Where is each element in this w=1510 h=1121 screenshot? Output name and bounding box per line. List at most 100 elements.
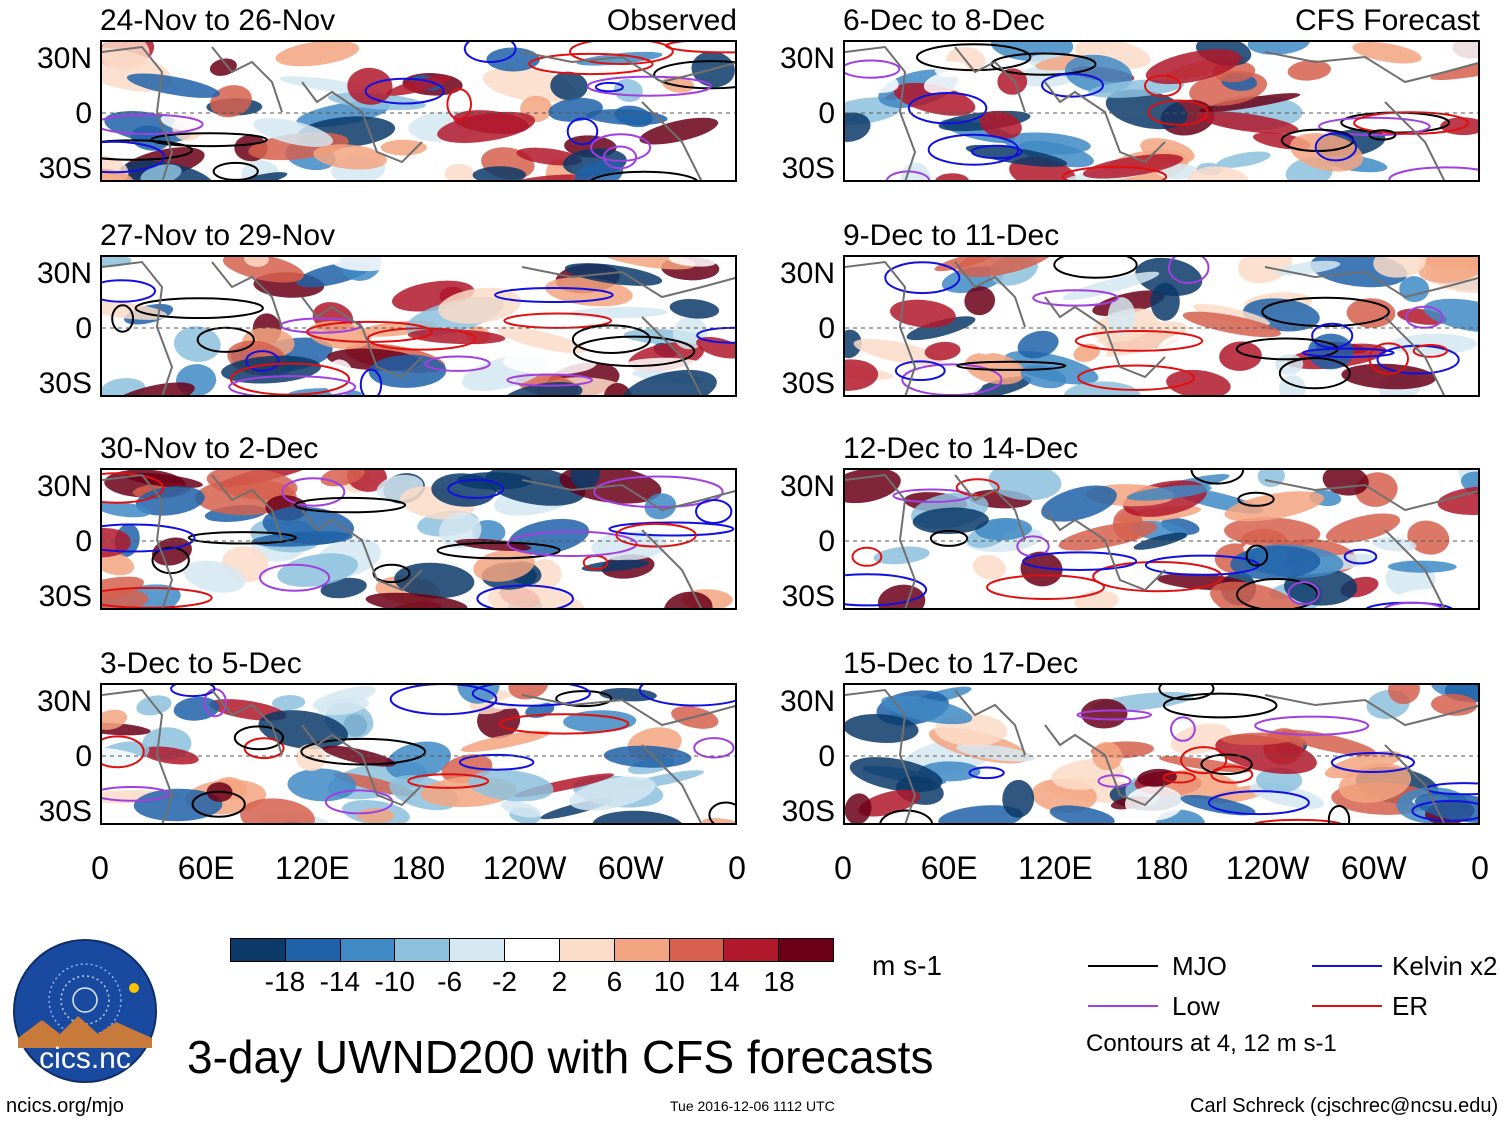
- anomaly-blob: [508, 518, 590, 555]
- contour-line: [294, 496, 407, 514]
- anomaly-blob: [845, 714, 919, 743]
- contour-line: [1343, 548, 1378, 565]
- anomaly-blob: [1049, 805, 1115, 823]
- anomaly-blob: [849, 757, 943, 793]
- x-tick-label: 180: [1134, 850, 1189, 886]
- anomaly-blob: [347, 470, 387, 492]
- anomaly-blob: [358, 685, 431, 696]
- contour-line: [1383, 601, 1444, 608]
- anomaly-blob: [1126, 485, 1212, 501]
- anomaly-blob: [1221, 732, 1295, 746]
- contour-line: [884, 261, 961, 295]
- anomaly-blob: [570, 470, 600, 491]
- x-tick-label: 60W: [1340, 850, 1407, 886]
- contour-line: [569, 42, 674, 65]
- anomaly-blob: [222, 257, 305, 283]
- contour-line: [102, 113, 204, 135]
- footer-author: Carl Schreck (cjschrec@ncsu.edu): [1190, 1095, 1499, 1117]
- anomaly-blob: [997, 68, 1028, 95]
- colorbar-unit: m s-1: [872, 950, 942, 981]
- contour-line: [102, 587, 213, 608]
- anomaly-blob: [1155, 334, 1207, 370]
- panel-title: 27-Nov to 29-Nov: [100, 219, 336, 252]
- x-tick-label: 180: [391, 850, 446, 886]
- panel-title: 15-Dec to 17-Dec: [843, 647, 1079, 680]
- anomaly-blob: [1002, 779, 1035, 818]
- contour-line: [446, 88, 473, 121]
- y-tick-label: 0: [75, 312, 92, 345]
- anomaly-blob: [1082, 154, 1184, 179]
- contour-line: [638, 685, 735, 707]
- contour-line: [1411, 800, 1478, 822]
- x-tick-label: 0: [91, 850, 109, 886]
- anomaly-blob: [482, 67, 577, 103]
- anomaly-blob: [1352, 42, 1422, 64]
- contour-line: [1200, 753, 1253, 776]
- anomaly-blob: [472, 166, 526, 180]
- colorbar-swatch: [395, 939, 451, 961]
- anomaly-blob: [271, 695, 306, 711]
- contour-line: [1062, 165, 1168, 180]
- anomaly-blob: [845, 329, 862, 359]
- contour-line: [971, 144, 1023, 160]
- anomaly-blob: [1414, 792, 1478, 823]
- contour-line: [1368, 129, 1397, 141]
- panel-title: 6-Dec to 8-Dec: [843, 4, 1045, 37]
- contour-line: [366, 327, 477, 351]
- contour-line: [212, 161, 259, 180]
- legend-line-low: [1088, 1005, 1158, 1007]
- anomaly-blob: [253, 118, 333, 147]
- anomaly-blob: [972, 554, 1006, 580]
- y-tick-label: 30N: [36, 257, 92, 290]
- panel-title: 12-Dec to 14-Dec: [843, 432, 1079, 465]
- x-tick-label: 120W: [1225, 850, 1310, 886]
- map-panel: [100, 468, 737, 610]
- y-tick-label: 30S: [38, 152, 92, 185]
- anomaly-blob: [442, 42, 469, 50]
- contour-line: [191, 790, 246, 818]
- contour-line: [1158, 685, 1215, 701]
- anomaly-blob: [1107, 297, 1136, 336]
- anomaly-blob: [569, 307, 668, 319]
- colorbar: [230, 938, 834, 962]
- contour-line: [1412, 344, 1448, 358]
- contour-line: [151, 546, 190, 575]
- contour-line: [1041, 73, 1104, 98]
- contour-line: [1074, 330, 1204, 352]
- anomaly-blob: [487, 584, 585, 608]
- y-tick-label: 30N: [36, 42, 92, 75]
- colorbar-tick-label: -6: [437, 966, 463, 997]
- anomaly-blob: [603, 383, 633, 395]
- anomaly-blob: [881, 695, 973, 725]
- contour-line: [134, 297, 264, 319]
- anomaly-blob: [1088, 79, 1185, 98]
- contour-line: [389, 685, 498, 716]
- anomaly-blob: [386, 75, 452, 96]
- anomaly-blob: [502, 349, 597, 375]
- anomaly-blob: [956, 743, 1035, 762]
- anomaly-blob: [550, 71, 588, 101]
- y-tick-label: 0: [818, 312, 835, 345]
- anomaly-blob: [394, 562, 475, 599]
- panel-title: 24-Nov to 26-Nov: [100, 4, 336, 37]
- contour-line: [968, 766, 1005, 780]
- coastline: [845, 45, 1478, 180]
- anomaly-blob: [102, 722, 151, 736]
- contour-line: [1261, 296, 1390, 328]
- contour-line: [1253, 818, 1342, 823]
- anomaly-blob: [457, 685, 500, 704]
- colorbar-swatch: [779, 939, 833, 961]
- y-tick-label: 30N: [36, 470, 92, 503]
- footer-url[interactable]: ncics.org/mjo: [6, 1095, 124, 1117]
- contour-line: [1318, 116, 1431, 137]
- contour-line: [571, 324, 651, 354]
- logo-text: cics.nc: [39, 1042, 131, 1075]
- contour-line: [463, 42, 517, 63]
- anomaly-blob: [1216, 151, 1271, 168]
- contour-line: [986, 574, 1105, 600]
- contour-line: [1180, 746, 1228, 775]
- y-tick-label: 30N: [779, 470, 835, 503]
- contour-line: [233, 725, 284, 751]
- contour-line: [1170, 716, 1196, 742]
- anomaly-blob: [853, 338, 943, 366]
